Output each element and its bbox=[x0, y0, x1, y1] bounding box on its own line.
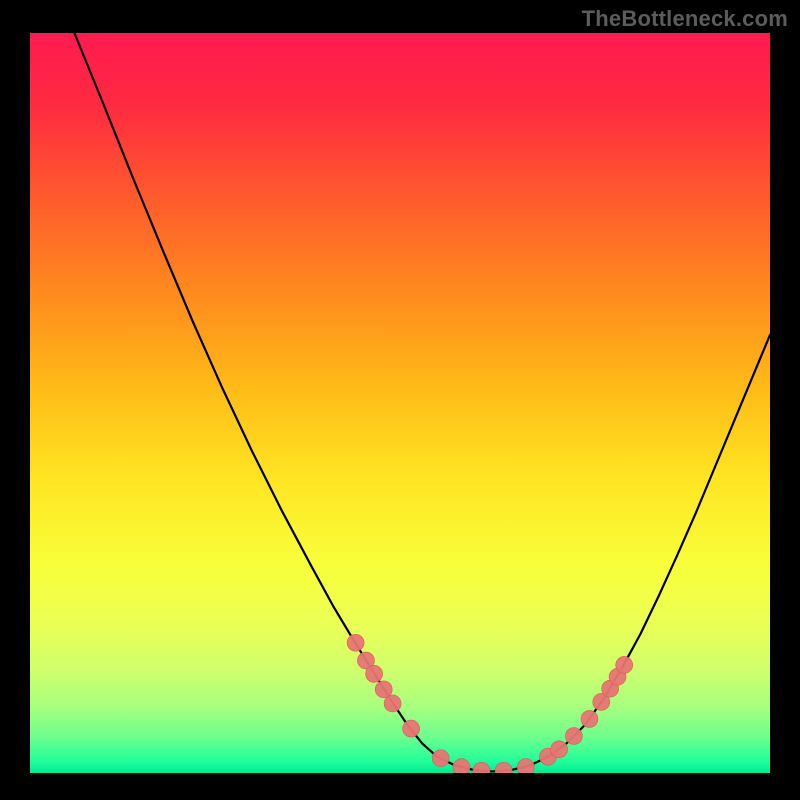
data-marker bbox=[403, 720, 420, 737]
data-marker bbox=[581, 710, 598, 727]
chart-canvas: TheBottleneck.com bbox=[0, 0, 800, 800]
data-marker bbox=[551, 741, 568, 758]
data-marker bbox=[432, 750, 449, 767]
data-marker bbox=[347, 634, 364, 651]
data-marker bbox=[384, 695, 401, 712]
gradient-background bbox=[30, 33, 770, 773]
data-marker bbox=[565, 728, 582, 745]
watermark-label: TheBottleneck.com bbox=[582, 6, 788, 32]
data-marker bbox=[517, 759, 534, 773]
chart-svg bbox=[30, 33, 770, 773]
plot-area bbox=[30, 33, 770, 773]
data-marker bbox=[453, 759, 470, 773]
data-marker bbox=[616, 656, 633, 673]
data-marker bbox=[366, 665, 383, 682]
